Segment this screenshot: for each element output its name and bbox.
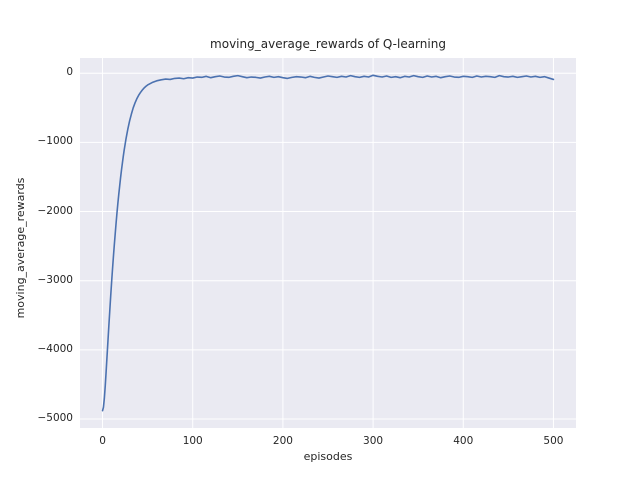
y-tick-label: −1000 — [37, 135, 73, 148]
x-tick-label: 0 — [99, 435, 106, 447]
x-tick-label: 100 — [182, 435, 203, 447]
y-tick-label: −3000 — [37, 273, 73, 286]
x-axis-label: episodes — [303, 450, 353, 463]
reward-line — [101, 74, 555, 412]
chart-svg — [80, 58, 576, 428]
x-tick-label: 500 — [543, 435, 564, 447]
y-tick-label: −4000 — [37, 342, 73, 355]
chart-title: moving_average_rewards of Q-learning — [210, 37, 446, 51]
x-tick-label: 400 — [453, 435, 474, 447]
y-axis-label: moving_average_rewards — [14, 177, 27, 319]
plot-area — [80, 58, 576, 428]
x-tick-label: 200 — [272, 435, 293, 447]
x-tick-label: 300 — [363, 435, 384, 447]
y-tick-label: −5000 — [37, 412, 73, 424]
y-tick-label: 0 — [66, 66, 73, 79]
y-tick-label: −2000 — [37, 204, 73, 217]
